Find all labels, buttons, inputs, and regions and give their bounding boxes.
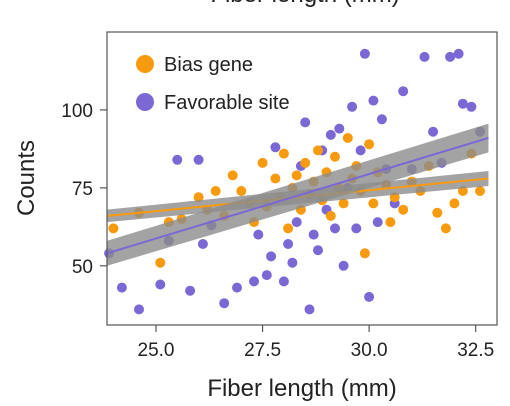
chart-title: Fiber length (mm)	[210, 0, 399, 8]
point-favorable-site-51	[466, 101, 477, 112]
point-bias-gene-48	[440, 223, 451, 234]
point-favorable-site-19	[287, 257, 298, 268]
point-favorable-site-8	[197, 239, 208, 249]
y-axis-label: Counts	[13, 140, 40, 216]
point-favorable-site-10	[219, 298, 230, 309]
point-bias-gene-13	[257, 157, 268, 168]
point-favorable-site-31	[338, 260, 349, 271]
y-tick-label: 50	[72, 257, 93, 278]
point-favorable-site-1	[116, 282, 127, 293]
legend-marker-bias-gene	[136, 55, 154, 73]
point-bias-gene-0	[108, 223, 119, 234]
point-favorable-site-16	[270, 142, 281, 153]
point-bias-gene-31	[338, 198, 349, 209]
x-tick-label: 27.5	[244, 340, 281, 361]
point-favorable-site-7	[193, 154, 204, 165]
point-favorable-site-5	[172, 154, 183, 165]
x-tick-label: 25.0	[138, 340, 175, 361]
point-bias-gene-9	[227, 170, 238, 181]
point-favorable-site-39	[372, 217, 383, 228]
legend-marker-favorable-site	[136, 93, 154, 111]
point-bias-gene-38	[368, 198, 379, 209]
point-favorable-site-18	[283, 239, 294, 249]
point-favorable-site-49	[453, 48, 464, 59]
point-bias-gene-29	[330, 151, 340, 162]
point-favorable-site-20	[291, 217, 302, 228]
point-bias-gene-28	[325, 210, 336, 221]
point-bias-gene-10	[236, 186, 247, 196]
point-favorable-site-48	[445, 51, 456, 62]
point-favorable-site-25	[313, 245, 323, 256]
point-favorable-site-33	[347, 101, 358, 112]
point-bias-gene-49	[449, 198, 460, 209]
point-favorable-site-14	[261, 270, 272, 281]
point-bias-gene-18	[283, 223, 294, 234]
fit-line-favorable-site	[106, 137, 489, 255]
point-favorable-site-40	[376, 114, 387, 125]
point-favorable-site-28	[325, 129, 336, 140]
point-favorable-site-22	[300, 117, 311, 128]
point-favorable-site-3	[155, 279, 166, 290]
point-favorable-site-36	[359, 48, 370, 59]
plot-frame	[106, 31, 498, 326]
point-favorable-site-29	[330, 223, 340, 234]
point-favorable-site-50	[457, 98, 468, 109]
point-bias-gene-5	[193, 192, 204, 203]
y-tick-label: 75	[72, 179, 93, 200]
point-favorable-site-37	[364, 291, 375, 302]
x-axis-label: Fiber length (mm)	[207, 375, 396, 402]
point-bias-gene-43	[398, 204, 409, 215]
point-favorable-site-23	[304, 304, 315, 315]
point-bias-gene-20	[291, 170, 302, 181]
point-favorable-site-43	[398, 86, 409, 97]
plot-area	[104, 48, 489, 315]
point-bias-gene-22	[300, 157, 311, 168]
point-bias-gene-52	[475, 186, 485, 196]
point-bias-gene-41	[385, 217, 396, 228]
point-favorable-site-17	[278, 276, 289, 287]
point-bias-gene-15	[270, 173, 281, 184]
point-bias-gene-7	[210, 186, 221, 196]
x-tick-label: 30.0	[351, 340, 388, 361]
y-tick-label: 100	[61, 101, 93, 122]
legend: Bias gene Favorable site	[136, 54, 290, 114]
y-axis: 50 75 100	[61, 101, 107, 278]
point-bias-gene-32	[342, 133, 353, 143]
point-favorable-site-2	[134, 304, 144, 315]
x-axis: 25.0 27.5 30.0 32.5	[138, 325, 494, 361]
point-favorable-site-13	[253, 229, 264, 240]
point-favorable-site-6	[185, 285, 196, 296]
point-bias-gene-37	[364, 139, 375, 150]
x-tick-label: 32.5	[457, 340, 494, 361]
legend-label-favorable-site: Favorable site	[164, 92, 290, 114]
point-favorable-site-12	[249, 276, 259, 287]
point-favorable-site-46	[428, 126, 439, 137]
point-bias-gene-47	[432, 207, 443, 218]
point-bias-gene-36	[359, 248, 370, 259]
point-bias-gene-17	[278, 148, 289, 159]
point-favorable-site-38	[368, 95, 379, 106]
point-favorable-site-30	[334, 123, 345, 134]
point-favorable-site-15	[266, 251, 277, 262]
legend-label-bias-gene: Bias gene	[164, 54, 253, 76]
point-favorable-site-35	[355, 145, 366, 156]
point-favorable-site-34	[351, 223, 362, 234]
point-bias-gene-2	[155, 257, 166, 268]
point-favorable-site-45	[419, 51, 430, 62]
point-favorable-site-11	[232, 282, 242, 293]
point-bias-gene-25	[313, 145, 323, 156]
point-favorable-site-24	[308, 229, 319, 240]
